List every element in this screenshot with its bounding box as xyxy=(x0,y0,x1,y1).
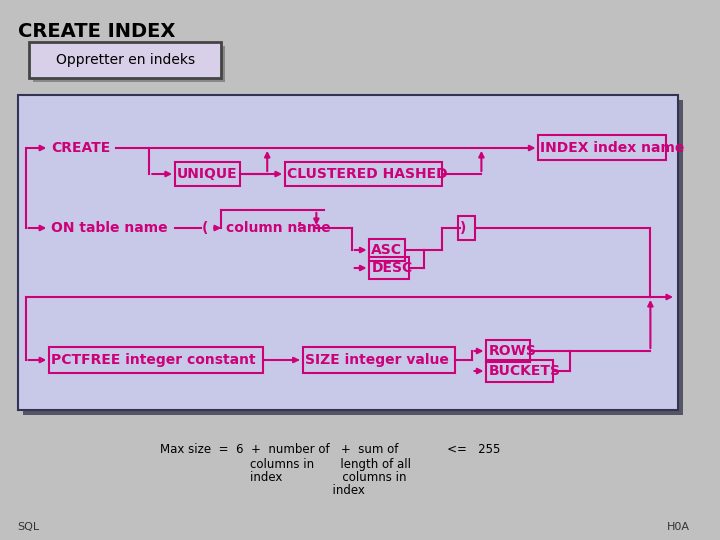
Text: INDEX index name: INDEX index name xyxy=(540,141,685,155)
Text: ROWS: ROWS xyxy=(488,344,536,358)
Text: columns in       length of all: columns in length of all xyxy=(160,458,411,471)
Text: SQL: SQL xyxy=(18,522,40,532)
Text: CREATE INDEX: CREATE INDEX xyxy=(18,22,175,41)
Text: index: index xyxy=(160,484,365,497)
Text: ASC: ASC xyxy=(372,243,402,257)
Text: index                columns in: index columns in xyxy=(160,471,407,484)
Text: UNIQUE: UNIQUE xyxy=(177,167,238,181)
FancyBboxPatch shape xyxy=(18,95,678,410)
Text: ON table name: ON table name xyxy=(51,221,168,235)
FancyBboxPatch shape xyxy=(33,46,225,82)
Text: BUCKETS: BUCKETS xyxy=(488,364,560,378)
Text: Oppretter en indeks: Oppretter en indeks xyxy=(55,53,195,67)
FancyBboxPatch shape xyxy=(22,100,683,415)
Text: DESC: DESC xyxy=(372,261,413,275)
Text: CREATE: CREATE xyxy=(51,141,110,155)
Text: PCTFREE integer constant: PCTFREE integer constant xyxy=(51,353,256,367)
Text: Max size  =  6  +  number of   +  sum of             <=   255: Max size = 6 + number of + sum of <= 255 xyxy=(160,443,500,456)
Text: CLUSTERED HASHED: CLUSTERED HASHED xyxy=(287,167,448,181)
Text: SIZE integer value: SIZE integer value xyxy=(305,353,449,367)
Text: H0A: H0A xyxy=(667,522,690,532)
Text: column name: column name xyxy=(226,221,330,235)
Text: ,: , xyxy=(297,213,302,228)
Text: (: ( xyxy=(202,221,208,235)
FancyBboxPatch shape xyxy=(30,42,221,78)
Text: ): ) xyxy=(460,221,466,235)
